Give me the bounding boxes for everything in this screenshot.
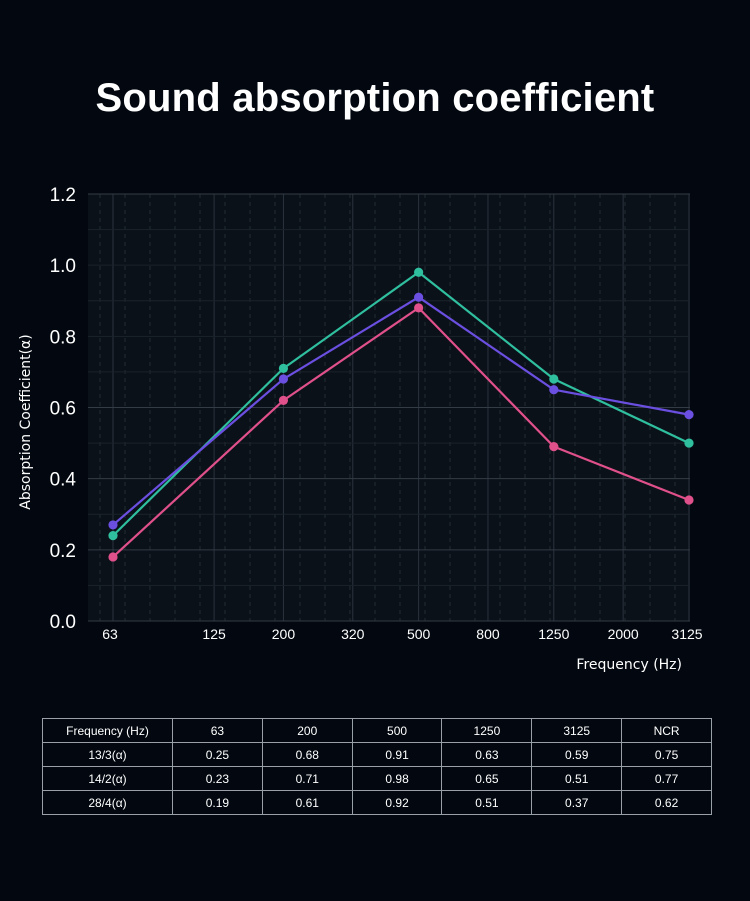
- table-cell: 0.92: [351, 790, 443, 815]
- table-cell: 28/4(α): [42, 790, 173, 815]
- x-tick-label: 125: [202, 626, 226, 642]
- y-tick-label: 0.2: [50, 541, 76, 562]
- table-cell: 0.65: [441, 766, 533, 791]
- x-tick-label: 200: [272, 626, 296, 642]
- y-tick-label: 0.0: [50, 612, 76, 633]
- table-row: 14/2(α) 0.23 0.71 0.98 0.65 0.51 0.77: [42, 766, 712, 791]
- y-axis-label: Absorption Coefficient(α): [18, 334, 34, 509]
- table-cell: 0.75: [621, 742, 712, 767]
- x-tick-label: 63: [102, 626, 118, 642]
- table-header-cell: NCR: [621, 718, 712, 743]
- table-header-cell: Frequency (Hz): [42, 718, 173, 743]
- table-cell: 14/2(α): [42, 766, 173, 791]
- table-cell: 0.59: [531, 742, 623, 767]
- data-point: [549, 442, 559, 452]
- table-header-cell: 63: [172, 718, 263, 743]
- data-point: [414, 303, 424, 313]
- table-cell: 0.62: [621, 790, 712, 815]
- table-cell: 0.98: [351, 766, 443, 791]
- y-tick-label: 0.6: [50, 399, 76, 420]
- table-cell: 0.61: [261, 790, 353, 815]
- table-header-cell: 200: [261, 718, 353, 743]
- data-point: [414, 267, 424, 277]
- table-cell: 0.71: [261, 766, 353, 791]
- y-tick-label: 1.2: [50, 185, 76, 206]
- table-header-cell: 1250: [441, 718, 533, 743]
- table-header-cell: 3125: [531, 718, 623, 743]
- x-tick-label: 2000: [608, 626, 639, 642]
- table-cell: 0.23: [172, 766, 263, 791]
- y-tick-label: 0.8: [50, 327, 76, 348]
- data-point: [414, 292, 424, 302]
- table-cell: 0.51: [441, 790, 533, 815]
- table-cell: 0.37: [531, 790, 623, 815]
- y-tick-label: 1.0: [50, 256, 76, 277]
- y-tick-label: 0.4: [50, 470, 77, 491]
- table-cell: 0.68: [261, 742, 353, 767]
- table-cell: 0.51: [531, 766, 623, 791]
- table-header-cell: 500: [351, 718, 443, 743]
- data-point: [108, 520, 118, 530]
- data-point: [549, 374, 559, 384]
- table-cell: 0.25: [172, 742, 263, 767]
- table-cell: 0.19: [172, 790, 263, 815]
- table-cell: 0.63: [441, 742, 533, 767]
- table-row: 28/4(α) 0.19 0.61 0.92 0.51 0.37 0.62: [42, 790, 712, 815]
- x-tick-label: 320: [341, 626, 365, 642]
- x-tick-label: 3125: [671, 626, 702, 642]
- table-row: 13/3(α) 0.25 0.68 0.91 0.63 0.59 0.75: [42, 742, 712, 767]
- data-point: [684, 410, 694, 420]
- line-chart: 0.0 0.2 0.4 0.6 0.8 1.0 1.2 63 125 200 320 500 800 1…: [18, 185, 703, 673]
- data-point: [684, 495, 694, 505]
- x-tick-label: 800: [476, 626, 500, 642]
- table-cell: 0.77: [621, 766, 712, 791]
- table-cell: 13/3(α): [42, 742, 173, 767]
- table-cell: 0.91: [351, 742, 443, 767]
- data-point: [684, 438, 694, 448]
- data-point: [108, 552, 118, 562]
- table-header-row: Frequency (Hz) 63 200 500 1250 3125 NCR: [42, 718, 712, 743]
- data-point: [549, 385, 559, 395]
- data-table: Frequency (Hz) 63 200 500 1250 3125 NCR …: [42, 718, 712, 815]
- data-point: [278, 374, 289, 384]
- x-tick-label: 1250: [538, 626, 569, 642]
- data-point: [278, 363, 289, 373]
- page-title: Sound absorption coefficient: [95, 76, 655, 120]
- data-point: [108, 531, 118, 541]
- x-tick-label: 500: [407, 626, 431, 642]
- x-axis-label: Frequency (Hz): [576, 657, 682, 673]
- data-point: [278, 395, 289, 405]
